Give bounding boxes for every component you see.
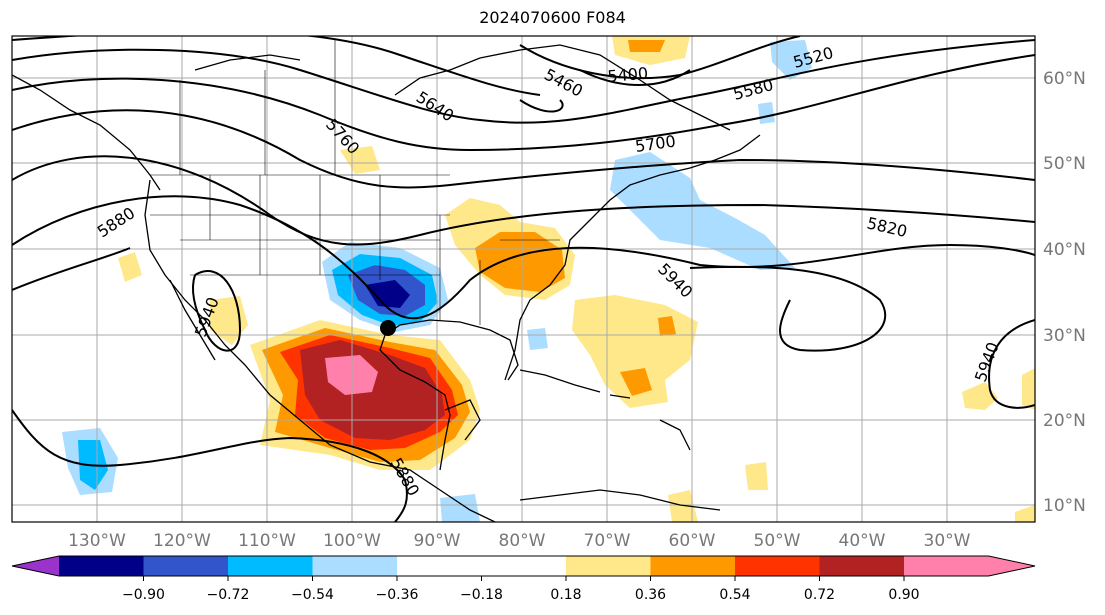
map-frame <box>11 35 1036 523</box>
lon-label: 60°W <box>669 531 716 551</box>
colorbar-segment <box>312 556 397 576</box>
anomaly-atlantic-mid-1 <box>620 368 652 396</box>
lon-label: 30°W <box>924 531 971 551</box>
anomaly-east-edge <box>1022 368 1035 410</box>
colorbar-segment <box>59 556 144 576</box>
lat-label: 20°N <box>1043 411 1086 431</box>
anomaly-baja <box>118 252 142 282</box>
height-contours <box>12 36 1035 522</box>
map-panel: 5460 5400 5520 5580 5640 5700 5760 5820 … <box>12 36 1035 522</box>
colorbar-tick: 0.36 <box>635 587 666 603</box>
lon-label: 120°W <box>153 531 211 551</box>
colorbar-segment <box>735 556 820 576</box>
gridlines <box>12 36 1035 522</box>
colorbar-tick: −0.36 <box>376 587 419 603</box>
lon-label: 40°W <box>839 531 886 551</box>
colorbar-tick: −0.18 <box>460 587 503 603</box>
lon-label: 70°W <box>584 531 631 551</box>
lon-label: 90°W <box>414 531 461 551</box>
contour-label: 5400 <box>607 64 649 86</box>
anomaly-atlantic-mid-2 <box>658 316 676 336</box>
colorbar-segment <box>143 556 228 576</box>
lon-label: 100°W <box>323 531 381 551</box>
colorbar-segment <box>566 556 651 576</box>
lon-labels: 130°W 120°W 110°W 100°W 90°W 80°W 70°W 6… <box>68 531 971 551</box>
anomaly-northeast <box>610 152 795 270</box>
lat-label: 60°N <box>1043 69 1086 89</box>
anomaly-south-neg <box>440 494 480 522</box>
anomaly-small-ne <box>758 102 775 124</box>
colorbar-tick: 0.90 <box>888 587 919 603</box>
coastlines <box>12 44 761 522</box>
colorbar-segment <box>397 556 482 576</box>
colorbar-tick: −0.90 <box>122 587 165 603</box>
lat-label: 50°N <box>1043 154 1086 174</box>
lat-labels: 60°N 50°N 40°N 30°N 20°N 10°N <box>1043 69 1086 516</box>
low-center-marker <box>380 320 396 336</box>
colorbar-tick: 0.18 <box>550 587 581 603</box>
lat-label: 30°N <box>1043 326 1086 346</box>
lon-label: 130°W <box>68 531 126 551</box>
colorbar-segment <box>819 556 904 576</box>
colorbar-segment <box>650 556 735 576</box>
anomaly-greenland <box>770 40 812 80</box>
anomaly-central-darkest <box>365 280 410 308</box>
colorbar-segment <box>481 556 566 576</box>
colorbar-segment <box>904 556 989 576</box>
anomaly-north-top-mid <box>628 40 665 52</box>
colorbar-high-extend <box>988 556 1035 576</box>
lon-label: 110°W <box>238 531 296 551</box>
map-title: 2024070600 F084 <box>479 8 626 27</box>
colorbar-tick: −0.72 <box>207 587 250 603</box>
colorbar-segment <box>228 556 313 576</box>
colorbar-outline <box>11 555 1036 577</box>
anomaly-south-edge <box>1015 505 1035 522</box>
colorbar-low-extend <box>12 556 59 576</box>
lat-label: 40°N <box>1043 240 1086 260</box>
anomaly-north-plains <box>340 146 380 174</box>
anomaly-caribbean <box>745 462 768 490</box>
anomaly-atlantic-neg <box>527 328 548 350</box>
lon-label: 80°W <box>499 531 546 551</box>
lat-label: 10°N <box>1043 496 1086 516</box>
colorbar-tick: 0.72 <box>804 587 835 603</box>
colorbar-tick: 0.54 <box>719 587 750 603</box>
colorbar: −0.90 −0.72 −0.54 −0.36 −0.18 0.18 0.36 … <box>11 555 1036 603</box>
anomaly-midatlantic-mid <box>475 232 565 292</box>
lon-label: 50°W <box>754 531 801 551</box>
colorbar-tick: −0.54 <box>291 587 334 603</box>
